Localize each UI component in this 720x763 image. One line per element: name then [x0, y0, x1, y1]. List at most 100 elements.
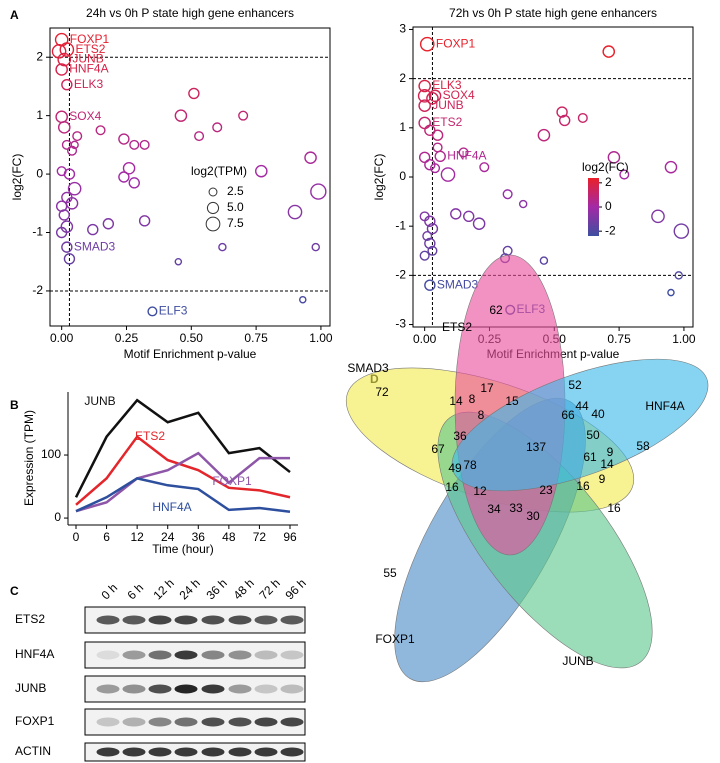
- point: [479, 162, 490, 173]
- point: [95, 125, 106, 136]
- lane-label: 24 h: [176, 576, 202, 602]
- y-tick-label: 3: [399, 22, 406, 36]
- x-tick-label: 0.00: [50, 331, 74, 345]
- point: [450, 208, 462, 220]
- venn-set-label: JUNB: [562, 654, 593, 668]
- band: [228, 717, 252, 727]
- size-legend-mark: [208, 187, 218, 197]
- band: [122, 615, 146, 625]
- y-tick-label: 0: [54, 510, 61, 524]
- venn-count: 58: [636, 439, 650, 453]
- venn-count: 17: [480, 381, 494, 395]
- point: [431, 129, 444, 141]
- y-axis-label: log2(FC): [372, 154, 386, 201]
- venn-set-label: FOXP1: [375, 632, 415, 646]
- series-line: [75, 451, 290, 513]
- y-tick-label: 2: [399, 71, 406, 85]
- colorbar-tick-label: 2: [605, 175, 612, 189]
- size-legend-label: 7.5: [227, 216, 244, 230]
- point: [424, 279, 436, 291]
- point: [128, 177, 140, 189]
- point: [432, 142, 443, 153]
- point: [434, 150, 446, 163]
- panel-label: B: [10, 398, 19, 412]
- y-tick-label: 100: [41, 447, 61, 461]
- band: [254, 747, 278, 757]
- panel-label: A: [10, 8, 19, 22]
- y-axis-label: Expression (TPM): [22, 410, 36, 506]
- band: [148, 650, 172, 660]
- point: [122, 161, 136, 175]
- band: [280, 615, 304, 625]
- point: [417, 89, 432, 103]
- size-legend-mark: [205, 216, 221, 232]
- point: [287, 204, 303, 220]
- point: [174, 257, 183, 266]
- point-label: JUNB: [432, 98, 463, 112]
- venn-count: 9: [607, 445, 614, 459]
- series-line: [75, 434, 291, 506]
- series-label: HNF4A: [152, 500, 191, 514]
- point: [418, 79, 431, 93]
- band: [280, 717, 304, 727]
- lane-label: 72 h: [256, 576, 282, 602]
- size-legend-mark: [206, 201, 220, 215]
- point: [426, 222, 439, 235]
- band: [96, 747, 120, 757]
- point: [428, 89, 442, 103]
- point: [424, 215, 436, 227]
- row-label: ETS2: [15, 612, 45, 626]
- point: [87, 223, 99, 236]
- band: [280, 747, 304, 757]
- venn-count: 72: [375, 385, 389, 399]
- x-axis-label: Motif Enrichment p-value: [124, 347, 257, 361]
- row-label: HNF4A: [15, 647, 54, 661]
- point: [424, 159, 436, 171]
- venn-count: 9: [599, 472, 606, 486]
- point: [537, 128, 551, 142]
- venn-count: 61: [583, 450, 597, 464]
- series-label: JUNB: [84, 394, 115, 408]
- size-legend-label: 2.5: [227, 184, 244, 198]
- point: [502, 189, 513, 200]
- venn-count: 14: [600, 457, 614, 471]
- x-tick-label: 12: [130, 530, 144, 544]
- point: [426, 92, 439, 105]
- point-label: ELF3: [159, 304, 188, 318]
- venn-count: 52: [568, 378, 582, 392]
- y-tick-label: 1: [36, 108, 43, 122]
- point: [440, 167, 456, 182]
- point-label: ETS2: [75, 42, 105, 56]
- venn-count: 30: [526, 509, 540, 523]
- venn-count: 55: [383, 566, 397, 580]
- venn-set: [451, 358, 709, 492]
- x-tick-label: 1.00: [309, 331, 333, 345]
- point: [212, 122, 223, 133]
- y-tick-label: -1: [395, 218, 406, 232]
- colorbar: [588, 178, 599, 236]
- venn-count: 49: [448, 461, 462, 475]
- point: [63, 168, 76, 180]
- lane-label: 96 h: [282, 576, 308, 602]
- point-label: ELK3: [74, 77, 104, 91]
- point: [59, 42, 75, 57]
- series-line: [75, 477, 291, 514]
- point-label: ELK3: [432, 78, 462, 92]
- venn-count: 14: [449, 394, 463, 408]
- point: [194, 131, 205, 142]
- point: [673, 223, 690, 239]
- x-tick-label: 48: [222, 530, 236, 544]
- band: [174, 684, 198, 694]
- point: [67, 181, 82, 196]
- point: [58, 209, 70, 221]
- point-label: FOXP1: [70, 32, 110, 46]
- band: [201, 684, 225, 694]
- point: [61, 78, 73, 91]
- band: [148, 615, 172, 625]
- point: [458, 147, 469, 158]
- point: [118, 133, 130, 145]
- x-tick-label: 72: [253, 530, 267, 544]
- colorbar-tick-label: -2: [605, 223, 616, 237]
- venn-count: 33: [509, 501, 523, 515]
